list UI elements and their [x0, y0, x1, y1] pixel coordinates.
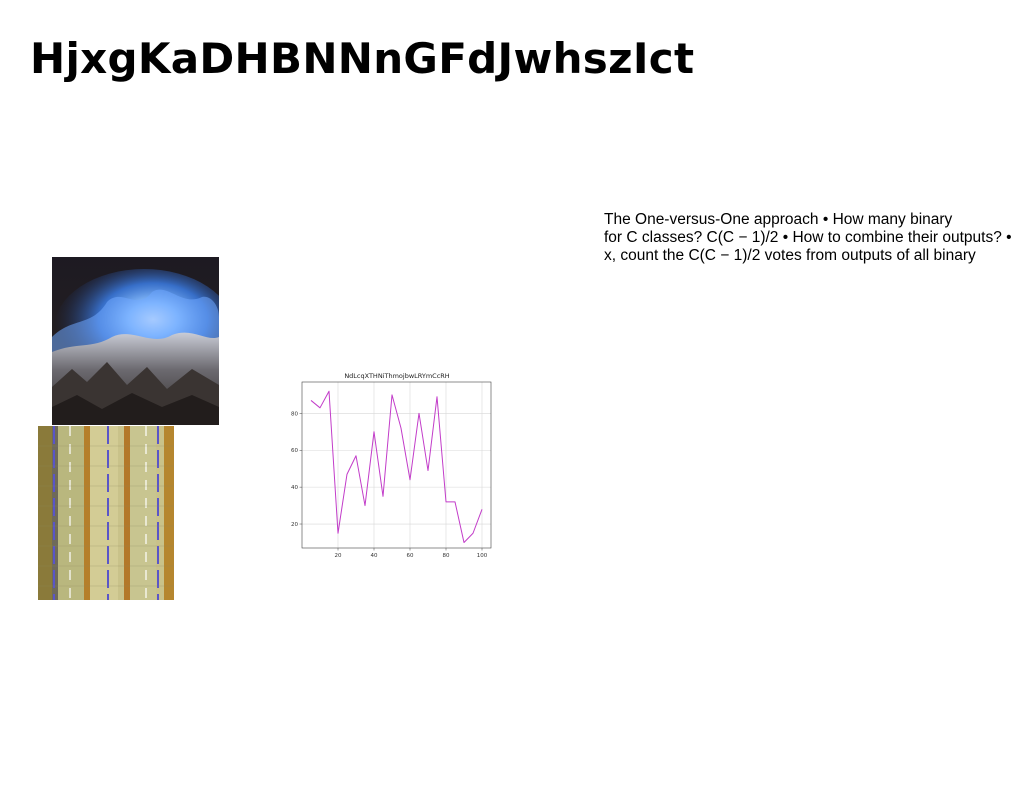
chart-series [311, 391, 482, 542]
body-text: The One-versus-One approach • How many b… [604, 211, 1024, 265]
chart-title: NdLcqXTHNiThmojbwLRYmCcRH [344, 372, 449, 380]
x-tick-label: 100 [477, 553, 488, 559]
series-line [311, 391, 482, 542]
y-tick-label: 80 [291, 411, 298, 417]
line-chart: NdLcqXTHNiThmojbwLRYmCcRH 20 40 60 80 100 20 4… [287, 368, 493, 561]
chart-ticks: 20 40 60 80 100 20 40 60 80 [291, 411, 488, 559]
slide-title: HjxgKaDHBNNnGFdJwhszIct [30, 34, 694, 83]
body-line: x, count the C(C − 1)/2 votes from outpu… [604, 247, 1024, 265]
y-tick-label: 60 [291, 448, 298, 454]
y-tick-label: 20 [291, 522, 298, 528]
x-tick-label: 20 [335, 553, 342, 559]
body-line: for C classes? C(C − 1)/2 • How to combi… [604, 229, 1024, 247]
x-tick-label: 60 [407, 553, 414, 559]
body-line: The One-versus-One approach • How many b… [604, 211, 1024, 229]
x-tick-label: 80 [443, 553, 450, 559]
striped-material-photo [38, 426, 174, 600]
x-tick-label: 40 [371, 553, 378, 559]
y-tick-label: 40 [291, 485, 298, 491]
blue-flame-photo [52, 257, 219, 425]
